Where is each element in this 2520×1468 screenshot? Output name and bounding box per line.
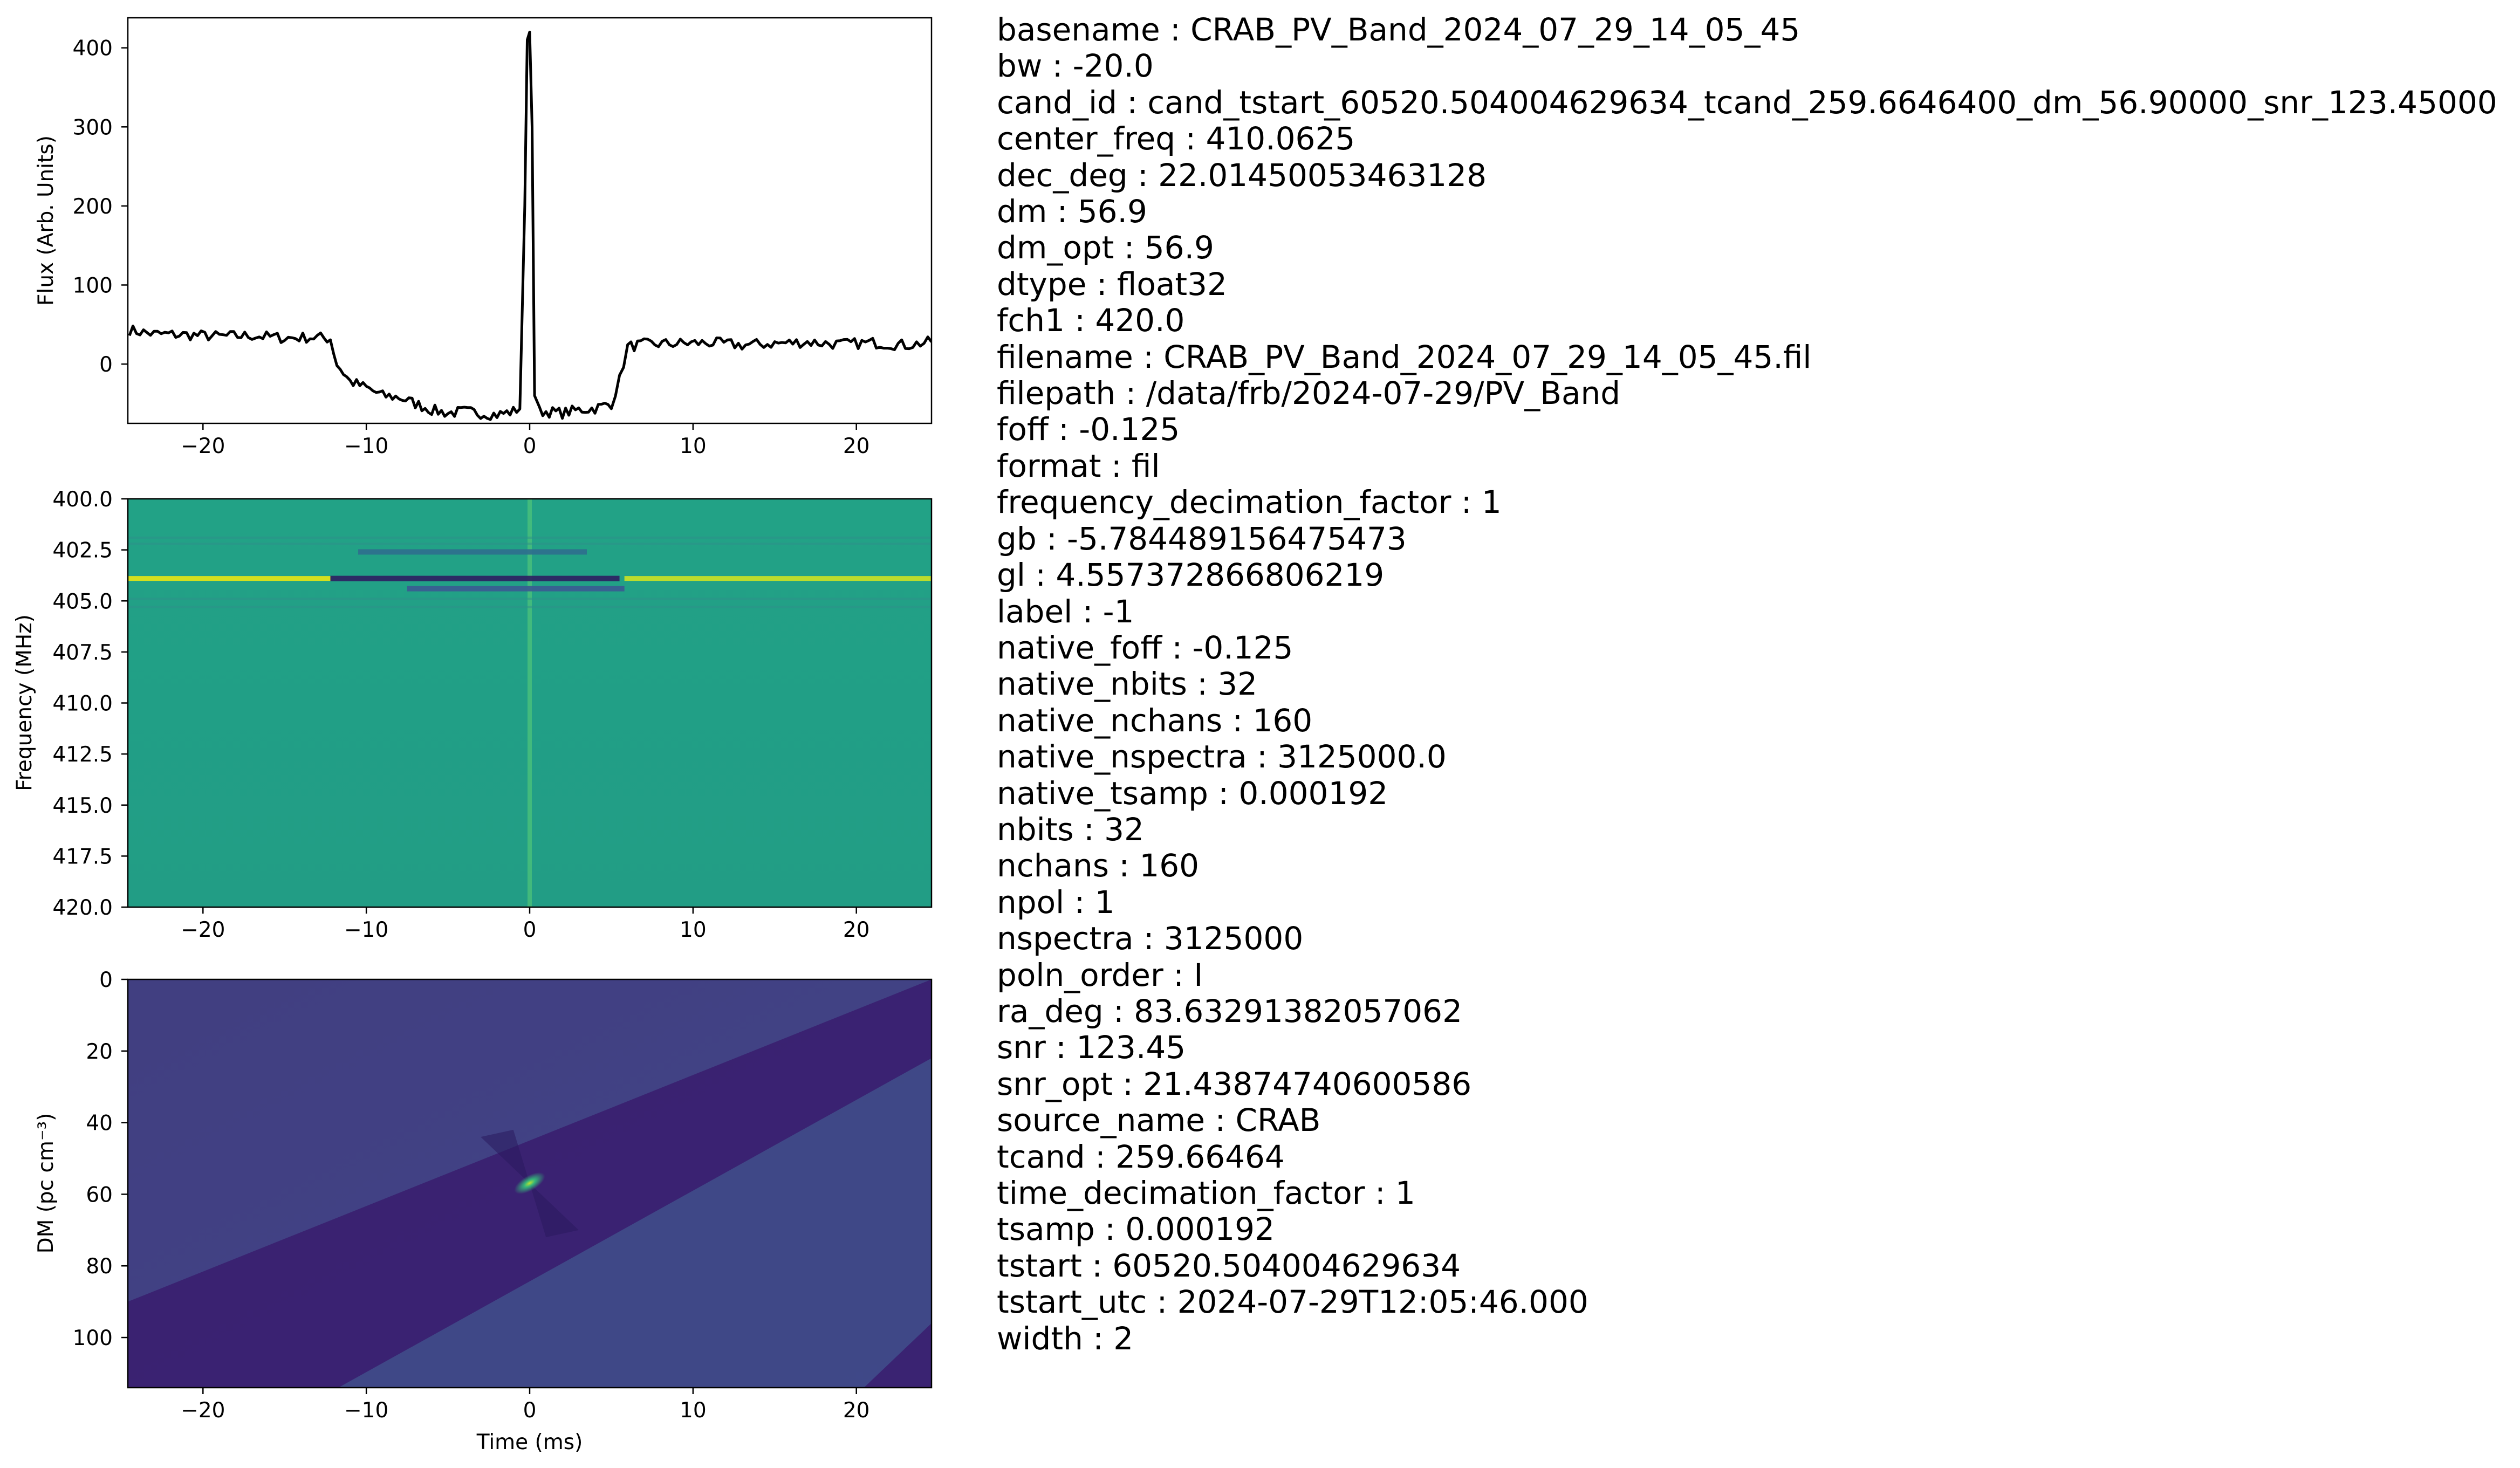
dm-time-y-tick-label: 100 [73, 1326, 113, 1350]
dm-time-x-tick-label: −10 [344, 1398, 388, 1423]
dm-time-x-tick-label: 20 [843, 1398, 870, 1423]
dark-corner-band [864, 1323, 932, 1388]
dark-channel [407, 586, 625, 592]
metadata-item: tstart : 60520.504004629634 [997, 1247, 1461, 1284]
dynamic-spectrum-x-tick-label: −10 [344, 918, 388, 942]
dynamic-spectrum-x-tick-label: −20 [181, 918, 225, 942]
time-series-x-tick-label: 0 [523, 434, 537, 458]
dynamic-spectrum-y-tick-label: 417.5 [52, 845, 113, 869]
metadata-item: filepath : /data/frb/2024-07-29/PV_Band [997, 375, 1621, 412]
dm-time-panel: −20 −10 0 10 20 0 20 40 60 80 100 DM (pc cm⁻³) Ti… [34, 968, 933, 1455]
time-series-y-tick-label: 0 [99, 353, 113, 377]
metadata-item: bw : -20.0 [997, 47, 1154, 85]
time-series-y-label: Flux (Arb. Units) [34, 135, 58, 306]
flux-series-line [128, 30, 932, 421]
time-series-frame [127, 17, 933, 424]
dark-channel [330, 575, 620, 581]
metadata-item: native_tsamp : 0.000192 [997, 774, 1388, 812]
pulse-vertical-line [528, 499, 532, 907]
metadata-item: gl : 4.557372866806219 [997, 557, 1385, 594]
metadata-item: dtype : float32 [997, 265, 1227, 303]
time-series-y-tick-label: 100 [73, 273, 113, 298]
metadata-item: filename : CRAB_PV_Band_2024_07_29_14_05… [997, 338, 1812, 375]
time-series-x-tick-label: 10 [680, 434, 707, 458]
dm-time-y-tick-label: 40 [86, 1112, 113, 1136]
dynamic-spectrum-x-tick-label: 0 [523, 918, 537, 942]
metadata-item: time_decimation_factor : 1 [997, 1175, 1415, 1211]
metadata-item: cand_id : cand_tstart_60520.504004629634… [997, 84, 2497, 121]
metadata-item: ra_deg : 83.63291382057062 [997, 992, 1462, 1030]
metadata-item: snr : 123.45 [997, 1029, 1186, 1066]
dynamic-spectrum-y-label: Frequency (MHz) [12, 614, 37, 791]
metadata-item: width : 2 [997, 1320, 1134, 1357]
dm-peak [514, 1172, 545, 1194]
metadata-item: npol : 1 [997, 883, 1115, 921]
metadata-item: native_nspectra : 3125000.0 [997, 738, 1447, 776]
metadata-item: nchans : 160 [997, 847, 1200, 884]
dm-time-y-tick-label: 80 [86, 1254, 113, 1279]
time-series-panel: −20 −10 0 10 20 0 100 200 300 400 Flux (Arb. Uni… [34, 17, 933, 458]
dm-time-y-tick-label: 20 [86, 1040, 113, 1064]
metadata-item: gb : -5.784489156475473 [997, 520, 1407, 557]
metadata-item: nspectra : 3125000 [997, 920, 1304, 957]
upper-triangle-region [128, 979, 932, 1302]
dynamic-spectrum-y-tick-label: 415.0 [52, 794, 113, 818]
metadata-item: nbits : 32 [997, 811, 1144, 848]
metadata-item: fch1 : 420.0 [997, 302, 1185, 339]
metadata-item: dec_deg : 22.01450053463128 [997, 156, 1487, 194]
dynamic-spectrum-x-tick-label: 20 [843, 918, 870, 942]
dynamic-spectrum-y-tick-label: 400.0 [52, 488, 113, 512]
channel-stripe [128, 598, 932, 600]
metadata-item: native_foff : -0.125 [997, 629, 1293, 666]
time-series-x-tick-label: −20 [181, 434, 225, 458]
metadata-item: snr_opt : 21.43874740600586 [997, 1065, 1472, 1102]
channel-stripe [128, 536, 932, 539]
rfi-bright-channel [128, 576, 331, 581]
metadata-item: dm : 56.9 [997, 193, 1147, 230]
dm-time-x-tick-label: −20 [181, 1398, 225, 1423]
dm-time-y-tick-label: 0 [99, 968, 113, 992]
dark-channel [358, 549, 587, 555]
metadata-item: center_freq : 410.0625 [997, 120, 1355, 157]
channel-stripe [128, 606, 932, 608]
dynamic-spectrum-y-tick-label: 412.5 [52, 743, 113, 767]
metadata-item: poln_order : I [997, 956, 1203, 993]
time-series-y-tick-label: 300 [73, 115, 113, 140]
dm-time-y-tick-label: 60 [86, 1183, 113, 1207]
metadata-item: label : -1 [997, 593, 1134, 630]
dynamic-spectrum-y-tick-label: 420.0 [52, 896, 113, 920]
dynamic-spectrum-y-tick-label: 402.5 [52, 539, 113, 563]
dynamic-spectrum-panel: −20 −10 0 10 20 400.0 402.5 405.0 407.5 410.0 412… [12, 488, 933, 942]
metadata-item: tstart_utc : 2024-07-29T12:05:46.000 [997, 1284, 1588, 1321]
dm-time-x-tick-label: 0 [523, 1398, 537, 1423]
time-series-x-tick-label: 20 [843, 434, 870, 458]
dm-time-x-tick-label: 10 [680, 1398, 707, 1423]
dynamic-spectrum-y-tick-label: 405.0 [52, 589, 113, 614]
metadata-item: native_nbits : 32 [997, 666, 1258, 703]
candidate-metadata-list: basename : CRAB_PV_Band_2024_07_29_14_05… [997, 11, 2497, 1357]
dm-time-y-label: DM (pc cm⁻³) [34, 1113, 58, 1254]
time-series-x-tick-label: −10 [344, 434, 388, 458]
light-diagonal-band [338, 1058, 932, 1388]
metadata-item: tsamp : 0.000192 [997, 1211, 1275, 1248]
metadata-item: basename : CRAB_PV_Band_2024_07_29_14_05… [997, 11, 1800, 48]
metadata-item: frequency_decimation_factor : 1 [997, 484, 1502, 521]
metadata-item: native_nchans : 160 [997, 702, 1313, 739]
metadata-item: format : fil [997, 447, 1160, 484]
dynamic-spectrum-x-tick-label: 10 [680, 918, 707, 942]
metadata-item: foff : -0.125 [997, 411, 1180, 448]
channel-stripe [128, 543, 932, 545]
dynamic-spectrum-y-tick-label: 407.5 [52, 641, 113, 665]
dm-time-x-label: Time (ms) [476, 1430, 583, 1455]
metadata-item: tcand : 259.66464 [997, 1138, 1285, 1175]
dynamic-spectrum-y-tick-label: 410.0 [52, 692, 113, 716]
rfi-bright-channel [624, 576, 932, 581]
time-series-y-tick-label: 200 [73, 195, 113, 219]
metadata-item: source_name : CRAB [997, 1102, 1321, 1139]
time-series-y-tick-label: 400 [73, 37, 113, 61]
metadata-item: dm_opt : 56.9 [997, 229, 1214, 266]
